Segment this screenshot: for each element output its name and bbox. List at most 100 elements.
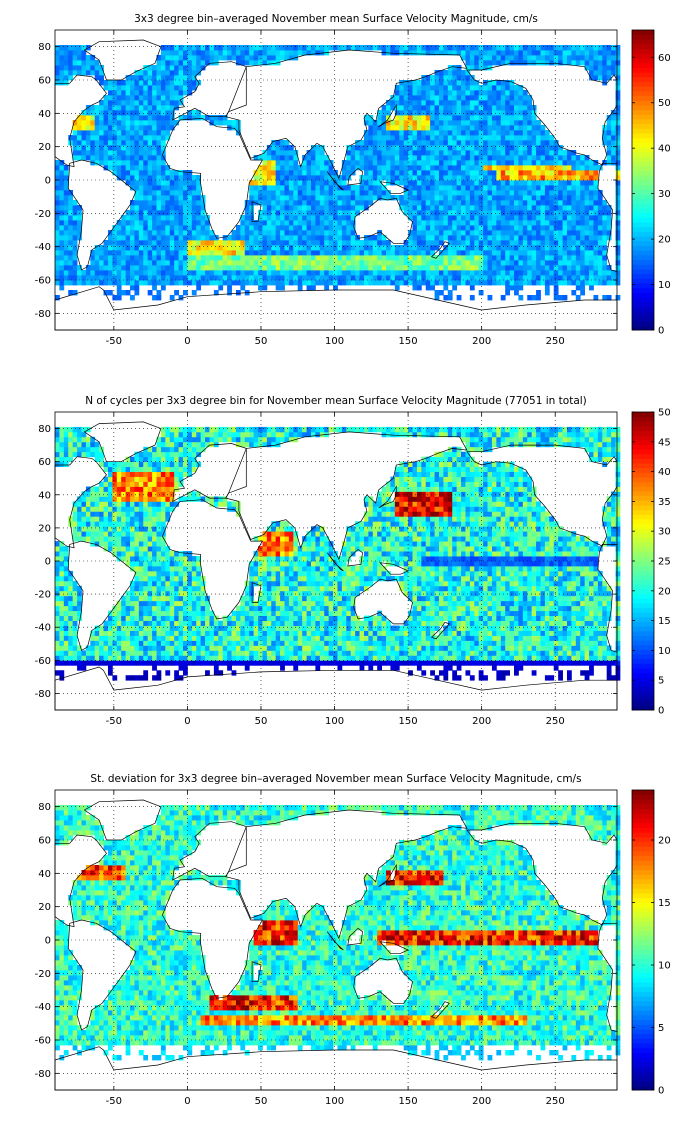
heatmap-cell bbox=[434, 160, 440, 166]
heatmap-cell bbox=[408, 160, 413, 166]
heatmap-cell bbox=[452, 150, 458, 156]
heatmap-cell bbox=[81, 660, 87, 666]
heatmap-cell bbox=[174, 255, 179, 261]
heatmap-cell bbox=[602, 160, 608, 166]
heatmap-cell bbox=[465, 110, 471, 116]
heatmap-cell bbox=[443, 45, 449, 51]
heatmap-cell bbox=[500, 115, 506, 121]
heatmap-cell bbox=[487, 145, 493, 151]
heatmap-cell bbox=[147, 75, 153, 81]
heatmap-cell bbox=[55, 295, 60, 301]
heatmap-cell bbox=[174, 265, 179, 271]
heatmap-cell bbox=[434, 170, 440, 176]
heatmap-cell bbox=[514, 245, 519, 251]
heatmap-cell bbox=[147, 70, 153, 76]
heatmap-cell bbox=[452, 225, 458, 231]
heatmap-cell bbox=[103, 80, 109, 86]
heatmap-cell bbox=[112, 511, 118, 517]
heatmap-cell bbox=[107, 125, 113, 131]
heatmap-cell bbox=[99, 516, 104, 522]
heatmap-cell bbox=[258, 175, 263, 181]
heatmap-cell bbox=[438, 75, 444, 81]
heatmap-cell bbox=[452, 220, 458, 226]
heatmap-cell bbox=[514, 160, 519, 166]
heatmap-cell bbox=[403, 280, 409, 286]
heatmap-cell bbox=[337, 230, 343, 236]
heatmap-cell bbox=[165, 260, 171, 266]
heatmap-cell bbox=[235, 240, 241, 246]
heatmap-cell bbox=[483, 90, 488, 96]
heatmap-cell bbox=[306, 260, 312, 266]
heatmap-cell bbox=[363, 120, 369, 126]
heatmap-cell bbox=[562, 215, 568, 221]
heatmap-cell bbox=[99, 70, 104, 76]
heatmap-cell bbox=[240, 230, 246, 236]
heatmap-cell bbox=[99, 130, 104, 136]
y-tick-label: 0 bbox=[45, 176, 51, 187]
heatmap-cell bbox=[456, 295, 462, 301]
heatmap-cell bbox=[249, 210, 255, 216]
heatmap-cell bbox=[372, 180, 378, 186]
heatmap-cell bbox=[240, 250, 246, 256]
heatmap-cell bbox=[421, 115, 427, 121]
heatmap-cell bbox=[438, 185, 444, 191]
heatmap-cell bbox=[461, 185, 466, 191]
heatmap-cell bbox=[478, 135, 484, 141]
heatmap-cell bbox=[580, 230, 586, 236]
heatmap-cell bbox=[593, 270, 599, 276]
heatmap-cell bbox=[562, 295, 568, 301]
heatmap-cell bbox=[59, 80, 65, 86]
heatmap-cell bbox=[160, 220, 166, 226]
heatmap-cell bbox=[434, 275, 440, 281]
heatmap-cell bbox=[90, 260, 96, 266]
heatmap-cell bbox=[284, 250, 290, 256]
heatmap-cell bbox=[496, 225, 502, 231]
heatmap-cell bbox=[509, 165, 515, 171]
heatmap-cell bbox=[487, 250, 493, 256]
heatmap-cell bbox=[288, 225, 294, 231]
heatmap-cell bbox=[421, 245, 427, 251]
heatmap-cell bbox=[465, 185, 471, 191]
heatmap-cell bbox=[333, 225, 338, 231]
heatmap-cell bbox=[103, 245, 109, 251]
heatmap-cell bbox=[187, 235, 193, 241]
heatmap-cell bbox=[611, 135, 616, 141]
heatmap-cell bbox=[112, 645, 118, 651]
heatmap-cell bbox=[443, 185, 449, 191]
heatmap-cell bbox=[359, 140, 365, 146]
heatmap-cell bbox=[302, 160, 307, 166]
heatmap-cell bbox=[558, 225, 563, 231]
heatmap-cell bbox=[99, 150, 104, 156]
heatmap-cell bbox=[553, 215, 559, 221]
heatmap-cell bbox=[575, 180, 581, 186]
heatmap-cell bbox=[430, 160, 435, 166]
heatmap-cell bbox=[174, 185, 179, 191]
heatmap-cell bbox=[81, 491, 87, 497]
colorbar-swatch bbox=[632, 137, 654, 143]
heatmap-cell bbox=[297, 255, 303, 261]
heatmap-cell bbox=[531, 180, 537, 186]
heatmap-cell bbox=[487, 50, 493, 56]
heatmap-cell bbox=[169, 95, 175, 101]
heatmap-cell bbox=[584, 45, 590, 51]
heatmap-cell bbox=[59, 610, 65, 617]
heatmap-cell bbox=[372, 150, 378, 156]
panel-2: N of cycles per 3x3 degree bin for Novem… bbox=[35, 395, 671, 727]
heatmap-cell bbox=[271, 225, 277, 231]
heatmap-cell bbox=[505, 240, 510, 246]
heatmap-cell bbox=[121, 541, 127, 547]
heatmap-cell bbox=[469, 260, 475, 266]
heatmap-cell bbox=[527, 250, 533, 256]
heatmap-cell bbox=[116, 496, 122, 502]
heatmap-cell bbox=[505, 185, 510, 191]
heatmap-cell bbox=[310, 195, 316, 201]
heatmap-cell bbox=[615, 225, 621, 231]
heatmap-cell bbox=[293, 190, 299, 196]
heatmap-cell bbox=[280, 145, 285, 151]
heatmap-cell bbox=[275, 270, 281, 276]
heatmap-cell bbox=[55, 275, 60, 281]
heatmap-cell bbox=[589, 75, 594, 81]
heatmap-cell bbox=[121, 556, 127, 562]
heatmap-cell bbox=[408, 175, 413, 181]
heatmap-cell bbox=[103, 481, 109, 487]
